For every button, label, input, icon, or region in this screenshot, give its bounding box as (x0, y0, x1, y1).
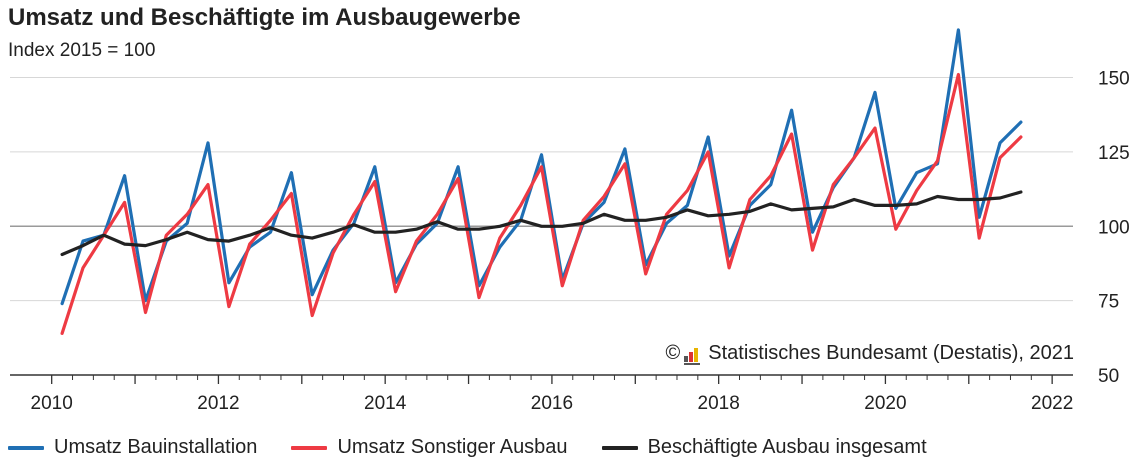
x-tick-label: 2020 (864, 393, 906, 414)
y-tick-label: 75 (1098, 292, 1119, 313)
destatis-logo-icon (684, 346, 702, 365)
series-line-umsatz-bauinstallation (60, 28, 1023, 306)
source-credit: © Statistisches Bundesamt (Destatis), 20… (666, 342, 1074, 365)
x-tick-label: 2014 (364, 393, 407, 414)
copyright-symbol: © (665, 342, 681, 364)
legend-item-bauinstallation: Umsatz Bauinstallation (8, 436, 257, 459)
legend-item-beschaeftigte: Beschäftigte Ausbau insgesamt (601, 436, 927, 459)
source-credit-text: Statistisches Bundesamt (Destatis), 2021 (708, 342, 1074, 364)
x-tick-label: 2016 (531, 393, 573, 414)
y-tick-label: 125 (1098, 143, 1130, 164)
x-tick-label: 2018 (698, 393, 740, 414)
x-tick-label: 2022 (1031, 393, 1073, 414)
chart-legend: Umsatz Bauinstallation Umsatz Sonstiger … (8, 436, 961, 459)
series-line-beschaeftigte-ausbau (60, 190, 1023, 257)
y-tick-label: 50 (1098, 366, 1119, 387)
y-tick-label: 100 (1098, 217, 1130, 238)
y-tick-label: 150 (1098, 69, 1130, 90)
legend-label-bauinstallation: Umsatz Bauinstallation (54, 436, 258, 458)
legend-swatch-beschaeftigte (601, 445, 638, 450)
legend-label-beschaeftigte: Beschäftigte Ausbau insgesamt (647, 436, 927, 458)
series-line-umsatz-sonstiger-ausbau (60, 72, 1023, 335)
chart-subtitle: Index 2015 = 100 (8, 40, 156, 61)
legend-label-sonstiger-ausbau: Umsatz Sonstiger Ausbau (337, 436, 568, 458)
x-tick-label: 2012 (197, 393, 239, 414)
chart-title: Umsatz und Beschäftigte im Ausbaugewerbe (8, 4, 521, 31)
legend-item-sonstiger-ausbau: Umsatz Sonstiger Ausbau (291, 436, 568, 459)
line-chart: 50 75 100 125 150 2010 2012 2014 2016 2018 2020 202… (10, 28, 1130, 414)
legend-swatch-bauinstallation (8, 445, 44, 450)
legend-swatch-sonstiger-ausbau (291, 445, 328, 450)
x-tick-label: 2010 (31, 393, 73, 414)
